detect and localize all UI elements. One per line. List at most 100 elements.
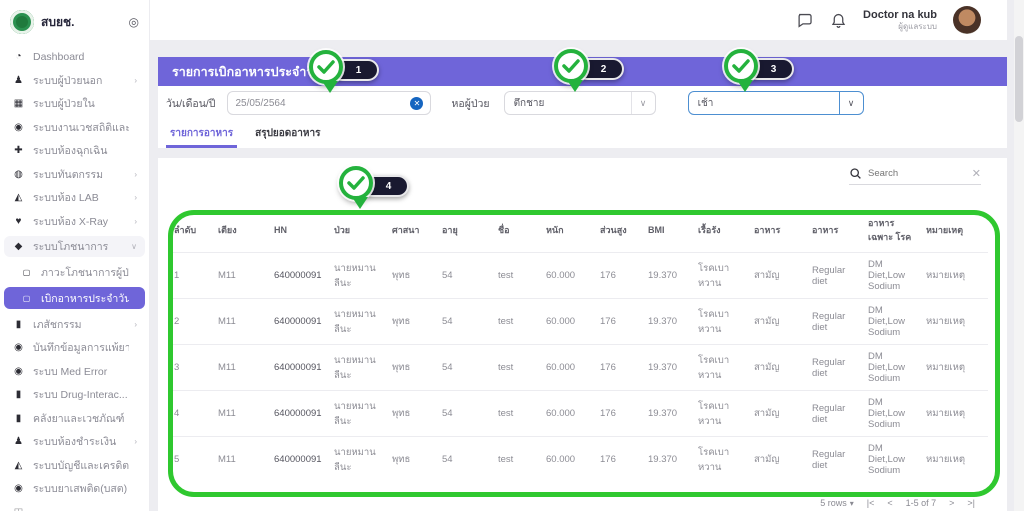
column-header[interactable]: เตียง: [218, 225, 237, 235]
cell-age: 54: [440, 298, 496, 345]
cell-patient-name: นายหมาน ลีนะ: [332, 390, 390, 437]
date-input[interactable]: [235, 97, 411, 109]
sidebar-item[interactable]: ◉ ระบบงานเวชสถิติและ...: [4, 119, 145, 136]
sidebar-item[interactable]: ◍ ระบบทันตกรรม ›: [4, 166, 145, 183]
sidebar-item-label: ระบบห้องฉุกเฉิน: [33, 145, 108, 157]
scrollbar-thumb[interactable]: [1015, 36, 1023, 122]
column-header[interactable]: อาหาร เฉพาะ โรค: [868, 218, 912, 242]
column-header[interactable]: BMI: [648, 225, 665, 235]
sidebar-item[interactable]: ▮ ระบบ Drug-Interac...: [4, 386, 145, 403]
cell-bmi: 19.370: [646, 390, 696, 437]
cell-special-diet: DM Diet,Low Sodium: [866, 252, 924, 299]
sidebar-item[interactable]: ▢ เบิกอาหารประจำวัน: [4, 287, 145, 309]
sidebar-item-label: Dashboard: [33, 50, 85, 63]
column-header[interactable]: ส่วนสูง: [600, 225, 627, 235]
sidebar-item[interactable]: ◭ ระบบบัญชีและเครดิต...: [4, 457, 145, 474]
tab[interactable]: รายการอาหาร: [166, 126, 238, 148]
cell-diet: Regular diet: [810, 436, 866, 482]
chevron-icon: ∨: [131, 242, 137, 251]
avatar[interactable]: [953, 6, 981, 34]
sidebar-item[interactable]: ♟ ระบบห้องชำระเงิน ›: [4, 433, 145, 450]
chevron-down-icon: ∨: [838, 92, 863, 114]
column-header[interactable]: HN: [274, 225, 287, 235]
table-header-row: ลำดับ เตียง HN ป่วย ศาสนา อายุ ชื่อ หนัก ส่วนสูง…: [172, 212, 988, 253]
cell-height: 176: [598, 252, 646, 299]
sidebar-item-label: เภสัชกรรม: [33, 318, 82, 331]
sidebar-item-icon: ◔: [15, 51, 22, 62]
cell-patient-name: นายหมาน ลีนะ: [332, 344, 390, 391]
rows-per-page-select[interactable]: 5 rows ▾: [820, 498, 854, 508]
sidebar-item[interactable]: ▦ ระบบผู้ป่วยใน: [4, 95, 145, 112]
column-header[interactable]: ศาสนา: [392, 225, 420, 235]
last-page-button[interactable]: >|: [967, 498, 975, 508]
column-header[interactable]: อาหาร: [812, 225, 839, 235]
sidebar-item-icon: ◉: [14, 365, 23, 377]
tab[interactable]: สรุปยอดอาหาร: [255, 128, 321, 139]
user-menu[interactable]: Doctor na kub ผู้ดูแลระบบ: [863, 9, 937, 31]
sidebar-collapse-icon[interactable]: ◎: [128, 15, 139, 29]
next-page-button[interactable]: >: [949, 498, 955, 508]
ward-select[interactable]: ตึกชาย ∨: [503, 91, 656, 115]
column-header[interactable]: อาหาร: [754, 225, 781, 235]
cell-chronic-disease: โรคเบา หวาน: [696, 252, 752, 299]
sidebar-item[interactable]: ▮ เภสัชกรรม ›: [4, 316, 145, 333]
table-row[interactable]: 5 M11 640000091 นายหมาน ลีนะ พุทธ 54 tes…: [172, 436, 988, 482]
sidebar-item[interactable]: ◉ ระบบ Med Error: [4, 363, 145, 380]
column-header[interactable]: หนัก: [546, 225, 564, 235]
sidebar-item[interactable]: ▮ คลังยาและเวชภัณฑ์: [4, 410, 145, 427]
sidebar-item-label: ระบบบัญชีและเครดิต...: [33, 459, 129, 472]
scrollbar-track[interactable]: [1014, 0, 1024, 511]
chevron-icon: ›: [134, 437, 137, 446]
cell-weight: 60.000: [544, 252, 598, 299]
search-input[interactable]: [868, 168, 966, 179]
column-header[interactable]: ลำดับ: [174, 225, 197, 235]
sidebar-item[interactable]: ◔ Dashboard: [4, 48, 145, 65]
sidebar-item[interactable]: ◭ ระบบห้อง LAB ›: [4, 189, 145, 206]
search-clear-icon[interactable]: ✕: [971, 168, 981, 180]
sidebar-item[interactable]: ✚ ระบบห้องฉุกเฉิน: [4, 142, 145, 159]
sidebar-item-label: ระบบห้อง LAB: [33, 192, 99, 204]
sidebar-item[interactable]: ♟ ระบบผู้ป่วยนอก ›: [4, 72, 145, 89]
column-header[interactable]: อายุ: [442, 225, 458, 235]
sidebar-item[interactable]: ♥ ระบบห้อง X-Ray ›: [4, 213, 145, 230]
cell-patient-name: นายหมาน ลีนะ: [332, 436, 390, 482]
table-row[interactable]: 2 M11 640000091 นายหมาน ลีนะ พุทธ 54 tes…: [172, 298, 988, 345]
column-header[interactable]: ป่วย: [334, 225, 351, 235]
date-clear-icon[interactable]: ✕: [410, 96, 424, 110]
sidebar-item[interactable]: ◫: [4, 504, 145, 511]
first-page-button[interactable]: |<: [866, 498, 875, 508]
sidebar-item-icon: ◉: [14, 483, 23, 494]
chat-icon[interactable]: [797, 12, 814, 29]
cell-diet: Regular diet: [810, 344, 866, 391]
table-card: ✕ ลำดับ เตียง HN ป่วย ศาสนา อายุ ชื่อ หนัก ส่วนส…: [158, 158, 1007, 511]
sidebar-item[interactable]: ▢ ภาวะโภชนาการผู้ป่วย: [4, 264, 145, 281]
sidebar-item[interactable]: ◆ ระบบโภชนาการ ∨: [4, 236, 145, 257]
cell-chronic-disease: โรคเบา หวาน: [696, 344, 752, 391]
bell-icon[interactable]: [830, 12, 847, 29]
cell-hn: 640000091: [272, 436, 332, 482]
sidebar-item[interactable]: ◉ บันทึกข้อมูลการแพ้ยา...: [4, 339, 145, 356]
cell-height: 176: [598, 390, 646, 437]
column-header[interactable]: เรื้อรัง: [698, 225, 721, 235]
cell-religion: พุทธ: [390, 436, 440, 482]
meal-select[interactable]: เช้า ∨: [687, 91, 864, 115]
sidebar-item-label: ระบบ Med Error: [33, 365, 108, 378]
date-field[interactable]: ✕: [227, 91, 432, 115]
table-row[interactable]: 4 M11 640000091 นายหมาน ลีนะ พุทธ 54 tes…: [172, 390, 988, 437]
chevron-icon: ›: [134, 75, 137, 85]
cell-age: 54: [440, 252, 496, 299]
cell-note: หมายเหตุ: [924, 344, 988, 391]
table-row[interactable]: 3 M11 640000091 นายหมาน ลีนะ พุทธ 54 tes…: [172, 344, 988, 391]
table-row[interactable]: 1 M11 640000091 นายหมาน ลีนะ พุทธ 54 tes…: [172, 252, 988, 299]
sidebar-item[interactable]: ◉ ระบบยาเสพติด(บสต): [4, 480, 145, 497]
cell-patient-name: นายหมาน ลีนะ: [332, 298, 390, 345]
sidebar-item-label: ภาวะโภชนาการผู้ป่วย: [41, 266, 129, 279]
prev-page-button[interactable]: <: [887, 498, 893, 508]
cell-religion: พุทธ: [390, 252, 440, 299]
cell-note: หมายเหตุ: [924, 390, 988, 437]
cell-index: 5: [172, 436, 216, 482]
cell-weight: 60.000: [544, 390, 598, 437]
user-role: ผู้ดูแลระบบ: [898, 21, 937, 31]
column-header[interactable]: ชื่อ: [498, 225, 510, 235]
column-header[interactable]: หมายเหตุ: [926, 225, 964, 235]
